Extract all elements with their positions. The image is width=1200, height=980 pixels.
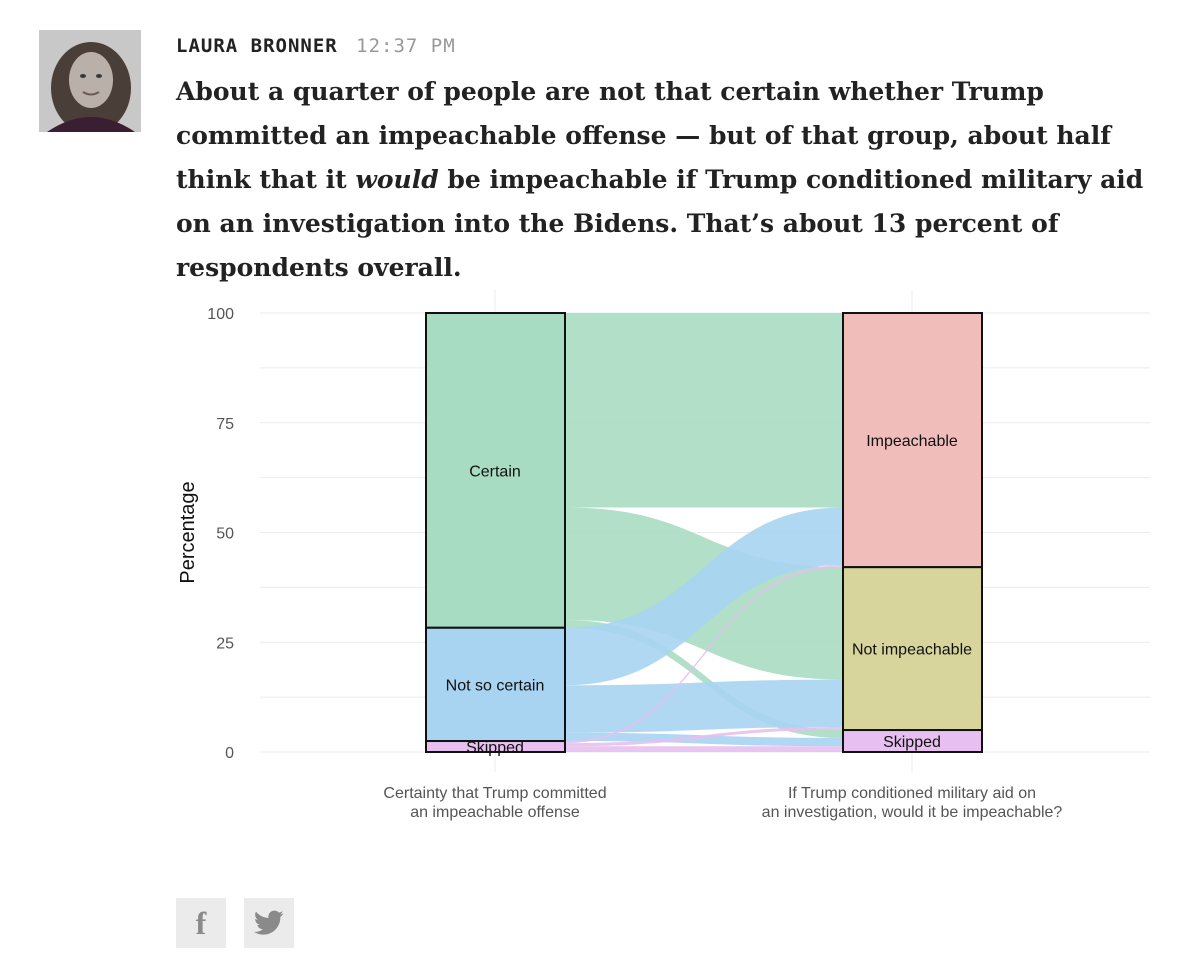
alluvial-flow	[565, 564, 843, 744]
x-axis-label: Certainty that Trump committed	[383, 785, 606, 802]
stratum-left	[425, 626, 566, 743]
alluvial-flow	[565, 619, 843, 738]
facebook-share-button[interactable]: f	[176, 898, 226, 948]
alluvial-flow	[565, 679, 843, 733]
x-axis-label: If Trump conditioned military aid on	[788, 785, 1036, 802]
post-time: 12:37 PM	[356, 35, 456, 57]
alluvial-flow	[565, 313, 843, 508]
stratum-label-right: Skipped	[883, 734, 941, 751]
twitter-icon	[254, 910, 284, 935]
post-text: About a quarter of people are not that c…	[176, 70, 1166, 290]
stratum-label-left: Certain	[469, 463, 521, 480]
stratum-label-right: Not impeachable	[852, 642, 972, 659]
x-axis-label: an impeachable offense	[410, 804, 580, 821]
stratum-right	[842, 566, 983, 732]
stratum-label-left: Skipped	[466, 740, 524, 757]
alluvial-flow	[565, 732, 843, 747]
y-tick-label: 100	[207, 306, 234, 323]
twitter-share-button[interactable]	[244, 898, 294, 948]
y-axis-label: Percentage	[177, 481, 199, 583]
post-byline: LAURA BRONNER 12:37 PM	[176, 35, 456, 57]
y-tick-label: 75	[216, 416, 234, 433]
stratum-left	[425, 312, 566, 629]
x-axis-label: an investigation, would it be impeachabl…	[762, 804, 1063, 821]
stratum-left	[425, 740, 566, 753]
alluvial-flow	[565, 746, 843, 752]
alluvial-chart: 0 25 50 75 100 Percentage Certainty that Trump…	[177, 290, 1150, 821]
y-tick-label: 0	[225, 745, 234, 762]
y-tick-label: 25	[216, 635, 234, 652]
y-tick-label: 50	[216, 526, 234, 543]
post-text-part2: be impeachable if Trump conditioned mili…	[176, 165, 1144, 282]
author-avatar	[39, 30, 141, 132]
stratum-right	[842, 312, 983, 569]
post-text-emphasis: would	[355, 165, 439, 194]
post-text-part1: About a quarter of people are not that c…	[176, 77, 1111, 194]
alluvial-flow	[565, 726, 843, 747]
alluvial-flow	[565, 507, 843, 686]
stratum-label-left: Not so certain	[446, 677, 545, 694]
facebook-icon: f	[195, 905, 207, 941]
stratum-right	[842, 729, 983, 753]
stratum-label-right: Impeachable	[866, 433, 958, 450]
author-name[interactable]: LAURA BRONNER	[176, 35, 338, 57]
